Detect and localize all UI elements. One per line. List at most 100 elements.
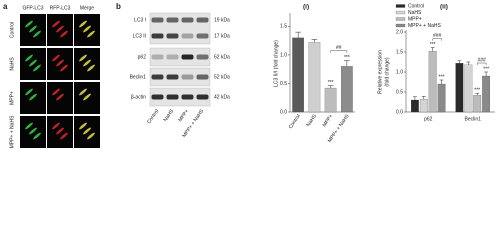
bar (419, 99, 428, 113)
blot-band (196, 94, 209, 100)
panel-label: (ii) (440, 4, 448, 11)
error-bar (466, 61, 471, 65)
blot-band (196, 17, 209, 23)
panel-label: (i) (303, 4, 309, 11)
cell-signal (52, 54, 60, 62)
row-label: Control (9, 22, 15, 38)
blot-band (196, 74, 209, 80)
cell-signal (29, 93, 37, 101)
y-tick-label: 2.0 (396, 29, 403, 35)
error-bar (327, 85, 334, 89)
column-header: Merge (80, 5, 94, 11)
cell-signal (60, 64, 68, 72)
significance: *** (328, 80, 334, 86)
lane-label: Control (146, 108, 160, 125)
legend-swatch (395, 23, 406, 28)
error-bar (295, 31, 301, 38)
bar (411, 99, 419, 113)
row-label: NaHS (9, 57, 15, 71)
bar (455, 63, 464, 113)
blot-strip (149, 47, 211, 67)
y-tick-label: 1.5 (396, 49, 403, 55)
significance: *** (430, 42, 436, 48)
bar (482, 75, 490, 113)
legend-swatch (395, 10, 406, 15)
blot-band (151, 17, 164, 23)
significance: *** (439, 74, 445, 80)
legend-label: MPP+ (408, 16, 422, 22)
error-bar (421, 96, 426, 100)
blot-band (166, 54, 179, 60)
error-bar (413, 96, 417, 100)
cell-signal (60, 30, 68, 38)
x-tick-label: Control (288, 113, 302, 130)
error-bar (475, 92, 480, 96)
y-axis-label: LC3 II/I (fold change) (273, 40, 279, 87)
protein-label: Beclin1 (130, 74, 147, 80)
cell-signal (79, 20, 87, 28)
blot-band (166, 17, 179, 23)
blot-band (151, 94, 164, 100)
cell-signal (83, 127, 91, 135)
legend-label: Control (408, 3, 424, 9)
blot-band (196, 54, 209, 60)
row-label: MPP+ + NaHS (9, 115, 15, 148)
protein-label: p62 (138, 54, 147, 60)
significance: ### (477, 57, 486, 63)
error-bar (344, 60, 350, 67)
cell-signal (52, 88, 60, 96)
y-axis-label: (fold change) (384, 57, 390, 87)
cell-signal (83, 25, 91, 33)
cell-signal (25, 20, 33, 28)
bracket (330, 50, 348, 53)
cell-signal (52, 20, 60, 28)
bar (437, 83, 446, 113)
bar (464, 64, 473, 113)
lane-label: MPP+ (177, 108, 190, 123)
column-header: RFP-LC3 (50, 5, 71, 11)
bar (308, 42, 321, 113)
cell-signal (87, 30, 95, 38)
cell-signal (79, 122, 87, 130)
legend-label: MPP+ + NaHS (408, 23, 441, 29)
bar (341, 66, 353, 113)
blot-band (166, 33, 179, 39)
panel-label: a (3, 2, 8, 11)
axis (405, 30, 495, 113)
cell-signal (33, 30, 41, 38)
blot-band (181, 54, 194, 60)
blot-strip (149, 67, 211, 87)
protein-label: LC3 II (133, 33, 146, 39)
size-label: 52 kDa (214, 74, 230, 80)
size-label: 19 kDa (214, 17, 230, 23)
cell-signal (25, 54, 33, 62)
blot-band (181, 74, 194, 80)
x-tick-label: NaHS (306, 113, 319, 128)
significance: *** (344, 55, 350, 61)
significance: *** (483, 66, 489, 72)
row-label: MPP+ (9, 91, 15, 105)
cell-signal (87, 64, 95, 72)
x-tick-label: Beclin1 (465, 116, 482, 122)
cell-signal (25, 88, 33, 96)
blot-band (181, 94, 194, 100)
cell-signal (83, 59, 91, 67)
cell-signal (56, 25, 64, 33)
error-bar (457, 60, 462, 64)
cell-signal (25, 122, 33, 130)
cell-signal (56, 93, 64, 101)
y-tick-label: 0.0 (396, 109, 403, 115)
significance: ### (433, 33, 442, 39)
cell-signal (29, 59, 37, 67)
error-bar (439, 79, 444, 84)
blot-band (181, 17, 194, 23)
bar (473, 95, 482, 113)
cell-signal (79, 88, 87, 96)
y-tick-label: 0.0 (280, 109, 287, 115)
cell-signal (29, 25, 37, 33)
bracket (432, 38, 442, 41)
y-tick-label: 1.5 (280, 24, 287, 30)
blot-band (151, 54, 164, 60)
significance: ## (336, 45, 342, 51)
cell-signal (83, 93, 91, 101)
